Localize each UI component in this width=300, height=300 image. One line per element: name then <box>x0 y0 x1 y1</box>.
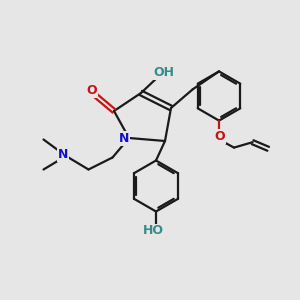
Text: O: O <box>86 84 97 98</box>
Text: N: N <box>58 148 68 161</box>
Text: OH: OH <box>154 65 175 79</box>
Text: HO: HO <box>143 224 164 238</box>
Text: N: N <box>118 132 129 145</box>
Text: O: O <box>214 130 225 143</box>
